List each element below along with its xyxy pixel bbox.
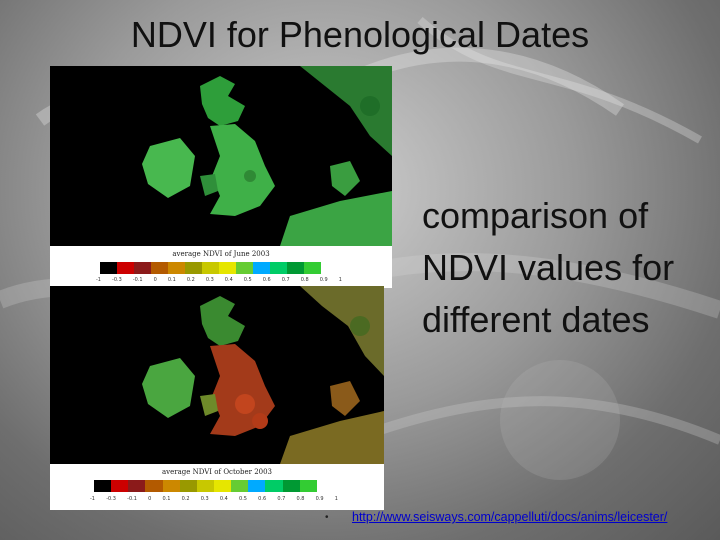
legend-swatch xyxy=(151,262,168,274)
legend-tick: 0.2 xyxy=(186,277,195,283)
legend-title-october: average NDVI of October 2003 xyxy=(161,468,273,476)
legend-tick: 0.1 xyxy=(162,496,171,502)
legend-october: average NDVI of October 2003 -1 -0.3 -0.… xyxy=(50,464,384,510)
ndvi-map-june xyxy=(50,66,392,246)
scotland-landmass xyxy=(200,296,245,346)
legend-swatch xyxy=(265,480,283,492)
bullet-point: • xyxy=(325,512,329,523)
legend-tick: 0.4 xyxy=(224,277,233,283)
legend-swatch xyxy=(145,480,163,492)
legend-swatch xyxy=(231,480,249,492)
wales-landmass xyxy=(200,394,218,416)
legend-swatch xyxy=(299,480,317,492)
continent-landmass xyxy=(280,191,392,246)
legend-tick: -0.3 xyxy=(112,277,122,283)
legend-swatch xyxy=(282,480,300,492)
legend-swatch xyxy=(287,262,304,274)
legend-swatch xyxy=(213,480,232,492)
comparison-text-line: different dates xyxy=(422,299,650,340)
legend-swatch xyxy=(185,262,202,274)
denmark-landmass xyxy=(330,161,360,196)
legend-swatch xyxy=(111,480,129,492)
legend-swatch xyxy=(316,480,334,492)
legend-swatch xyxy=(168,262,185,274)
legend-tick: -1 xyxy=(96,277,101,283)
map-june-svg xyxy=(50,66,392,246)
legend-tick: -0.3 xyxy=(106,496,116,502)
legend-swatch xyxy=(219,262,236,274)
legend-title-june: average NDVI of June 2003 xyxy=(172,250,270,258)
legend-swatch xyxy=(196,480,214,492)
legend-swatch xyxy=(202,262,219,274)
legend-tick: 0.9 xyxy=(315,496,324,502)
comparison-text: comparison of NDVI values for different … xyxy=(422,190,712,346)
denmark-landmass xyxy=(330,381,360,416)
legend-tick: 0.6 xyxy=(258,496,267,502)
legend-tick: 0.1 xyxy=(167,277,176,283)
legend-tick: -0.1 xyxy=(132,277,143,283)
legend-tick: 1 xyxy=(334,496,338,502)
source-link[interactable]: http://www.seisways.com/cappelluti/docs/… xyxy=(352,510,668,524)
legend-swatch xyxy=(253,262,270,274)
ireland-landmass xyxy=(142,138,195,198)
legend-tick: 0.9 xyxy=(319,277,328,283)
legend-color-bar-june xyxy=(100,262,338,274)
legend-swatch xyxy=(94,480,112,492)
legend-tick: -0.1 xyxy=(127,496,137,502)
legend-tick: 0.3 xyxy=(200,496,209,502)
legend-tick: 0.6 xyxy=(262,277,271,283)
legend-ticks-june: -1 -0.3 -0.1 0 0.1 0.2 0.3 0.4 0.5 0.6 0… xyxy=(96,277,342,283)
legend-color-bar-october xyxy=(94,480,334,492)
legend-tick: 0 xyxy=(153,277,157,283)
legend-tick: 0 xyxy=(148,496,152,502)
legend-tick: 0.8 xyxy=(300,277,309,283)
legend-tick: 0.4 xyxy=(219,496,228,502)
ndvi-map-october xyxy=(50,286,384,464)
comparison-text-line: comparison of xyxy=(422,195,649,236)
legend-tick: 0.3 xyxy=(205,277,214,283)
legend-swatch xyxy=(248,480,266,492)
continent-landmass xyxy=(280,411,384,464)
wales-landmass xyxy=(200,174,218,196)
norway-landmass xyxy=(300,66,392,156)
scotland-landmass xyxy=(200,76,245,126)
ireland-landmass xyxy=(142,358,195,418)
legend-tick: 0.7 xyxy=(281,277,290,283)
legend-swatch xyxy=(134,262,151,274)
legend-tick: 0.8 xyxy=(296,496,305,502)
slide-title: NDVI for Phenological Dates xyxy=(130,14,590,55)
comparison-text-line: NDVI values for xyxy=(422,247,675,288)
map-october-svg xyxy=(50,286,384,464)
legend-swatch xyxy=(117,262,134,274)
legend-swatch xyxy=(100,262,117,274)
england-landmass xyxy=(210,124,275,216)
legend-tick: 1 xyxy=(338,277,342,283)
legend-swatch xyxy=(179,480,197,492)
legend-swatch xyxy=(162,480,180,492)
legend-june: average NDVI of June 2003 -1 -0.3 -0.1 0… xyxy=(50,246,392,288)
legend-tick: 0.5 xyxy=(243,277,252,283)
england-landmass xyxy=(210,344,275,436)
legend-swatch xyxy=(236,262,253,274)
legend-tick: 0.7 xyxy=(277,496,286,502)
legend-swatch xyxy=(128,480,146,492)
legend-tick: 0.5 xyxy=(239,496,247,502)
norway-landmass xyxy=(300,286,384,376)
legend-swatch xyxy=(304,262,321,274)
legend-swatch xyxy=(270,262,287,274)
legend-swatch xyxy=(321,262,338,274)
legend-ticks-october: -1 -0.3 -0.1 0 0.1 0.2 0.3 0.4 0.5 0.6 0… xyxy=(90,496,338,502)
legend-tick: 0.2 xyxy=(181,496,190,502)
legend-tick: -1 xyxy=(90,496,95,502)
